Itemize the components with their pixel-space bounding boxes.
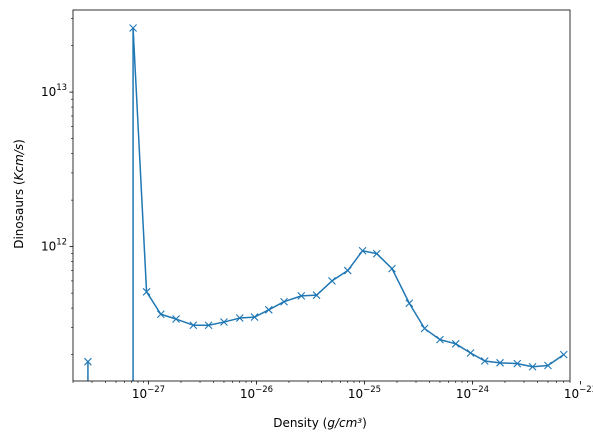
y-tick-label: 1013 bbox=[41, 83, 67, 99]
x-tick-label: 10−24 bbox=[456, 385, 489, 401]
plot-area bbox=[84, 24, 568, 381]
data-point-marker bbox=[480, 357, 489, 365]
data-point-marker bbox=[528, 362, 537, 371]
data-point-marker bbox=[343, 266, 352, 275]
data-point-marker bbox=[312, 291, 321, 300]
data-point-marker bbox=[436, 335, 444, 344]
data-point-marker bbox=[220, 318, 228, 326]
data-point-marker bbox=[420, 324, 429, 333]
data-point-marker bbox=[172, 315, 180, 323]
x-tick-label: 10−27 bbox=[132, 385, 165, 401]
data-point-marker bbox=[129, 24, 137, 32]
data-point-marker bbox=[280, 297, 288, 306]
data-point-marker bbox=[544, 361, 552, 370]
data-point-marker bbox=[328, 277, 336, 285]
data-point-marker bbox=[250, 313, 259, 321]
series-line bbox=[132, 27, 565, 368]
y-axis-ticks: 1012 1013 bbox=[41, 18, 73, 355]
data-point-marker bbox=[235, 314, 244, 322]
x-axis-ticks: 10−27 10−26 10−25 10−24 10−23 bbox=[72, 381, 593, 401]
y-tick-label: 1012 bbox=[41, 238, 67, 254]
data-point-marker bbox=[297, 291, 306, 300]
axes-frame bbox=[72, 9, 571, 382]
x-tick-label: 10−25 bbox=[348, 385, 381, 401]
data-point-marker bbox=[388, 264, 396, 273]
data-point-marker bbox=[513, 359, 522, 368]
data-point-marker bbox=[189, 321, 198, 330]
data-point-marker bbox=[84, 357, 92, 366]
y-axis-label: Dinosaurs (Kcm/s) bbox=[12, 139, 26, 249]
x-tick-label: 10−26 bbox=[240, 385, 273, 401]
data-point-marker bbox=[496, 358, 504, 367]
data-point-marker bbox=[358, 246, 367, 255]
data-point-marker bbox=[156, 310, 165, 319]
data-point-marker bbox=[142, 287, 151, 296]
data-point-marker bbox=[466, 349, 475, 357]
series-group bbox=[84, 24, 568, 381]
data-point-marker bbox=[559, 350, 568, 359]
x-axis-label: Density (g/cm³) bbox=[273, 416, 367, 430]
data-point-marker bbox=[204, 321, 213, 330]
data-point-marker bbox=[405, 299, 414, 308]
data-point-marker bbox=[372, 249, 381, 258]
x-tick-label: 10−23 bbox=[564, 385, 593, 401]
data-point-marker bbox=[451, 339, 460, 348]
data-point-marker bbox=[264, 305, 273, 314]
